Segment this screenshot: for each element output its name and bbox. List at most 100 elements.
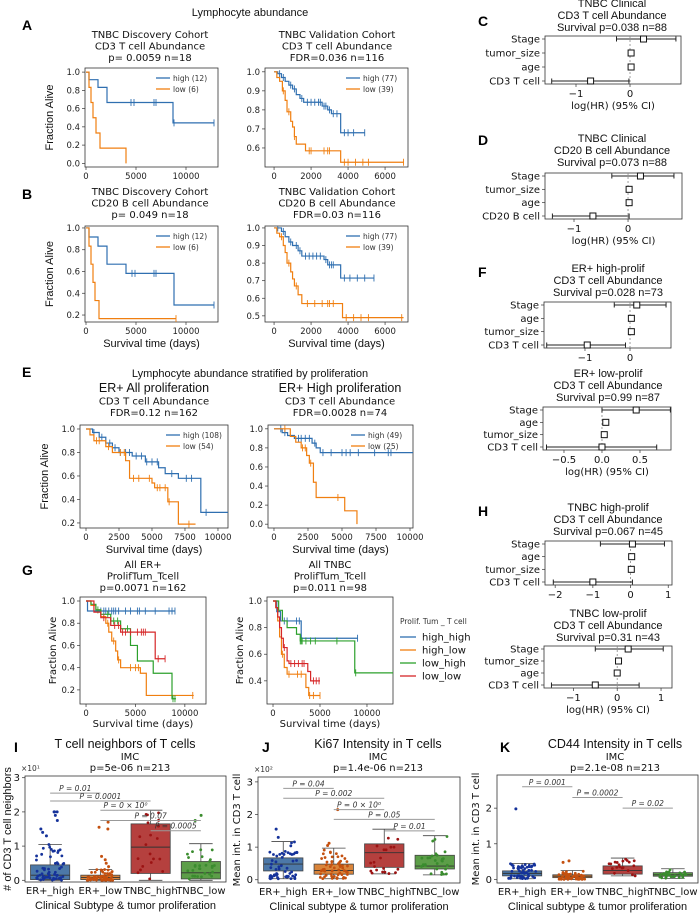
data-point: [209, 858, 212, 861]
survival-curve-low_high: [273, 600, 393, 674]
y-axis-label: Fraction Alive: [44, 241, 56, 307]
y-tick-label: 0.2: [66, 141, 80, 151]
data-point: [574, 877, 578, 881]
plot-frame: [543, 301, 672, 349]
data-point: [95, 876, 99, 880]
data-point: [275, 872, 278, 875]
data-point: [157, 811, 160, 815]
row-label: Stage: [511, 172, 540, 183]
row-label: age: [521, 552, 540, 563]
row-label: age: [521, 198, 540, 209]
x-tick-label: 2000: [300, 327, 322, 337]
data-point: [428, 856, 432, 860]
outlier-point: [55, 810, 59, 814]
data-point: [321, 852, 325, 856]
data-point: [268, 850, 272, 854]
row-label: CD3 T cell: [488, 681, 539, 692]
data-point: [320, 857, 324, 860]
data-point: [440, 870, 444, 874]
data-point: [522, 871, 526, 875]
row-label: CD3 T cell: [489, 578, 540, 589]
data-point: [58, 867, 62, 870]
data-point: [318, 875, 322, 879]
data-point: [617, 863, 621, 867]
legend-entry: low_high: [422, 659, 466, 670]
data-point: [435, 862, 439, 865]
data-point: [104, 878, 108, 882]
p-value-label: P = 0.002: [315, 789, 352, 798]
data-point: [344, 876, 347, 880]
x-axis-label: Survival time (days): [292, 544, 389, 556]
outlier-point: [53, 810, 57, 814]
box-TNBC_high: [130, 809, 171, 881]
y-tick-label: 0.2: [61, 686, 75, 696]
data-point: [520, 871, 524, 875]
chart-title-line: CD3 T cell Abundance: [553, 620, 662, 632]
row-label: CD3 T cell: [488, 341, 539, 352]
data-point: [210, 848, 214, 852]
data-point: [445, 835, 449, 838]
data-point: [61, 862, 65, 866]
data-point: [157, 824, 160, 828]
data-point: [274, 860, 278, 864]
data-point: [531, 875, 535, 878]
chart-title-line: IMC: [121, 752, 140, 763]
category-label: ER+_low: [551, 887, 595, 898]
data-point: [89, 878, 92, 882]
data-point: [330, 869, 334, 873]
y-tick-label: 1: [247, 843, 253, 854]
data-point: [330, 860, 334, 864]
x-axis-label: Clinical subtype & tumor proliferation: [269, 901, 448, 913]
outlier-point: [326, 843, 330, 847]
data-point: [95, 868, 99, 872]
data-point: [146, 821, 150, 825]
plot-frame: [264, 225, 409, 323]
y-tick-label: 0.8: [61, 448, 75, 458]
hazard-ratio-marker: [598, 443, 606, 451]
y-tick-label: 1.0: [249, 425, 263, 435]
y-tick-label: 0.9: [246, 87, 260, 97]
y-tick-label: 0.5: [246, 312, 260, 322]
data-point: [198, 864, 202, 868]
data-point: [283, 870, 287, 873]
hazard-ratio-marker: [628, 553, 636, 561]
category-label: TNBC_high: [356, 887, 411, 898]
legend-entry: low (39): [363, 85, 394, 94]
data-point: [289, 877, 293, 881]
y-tick-label: 0.6: [61, 641, 75, 651]
plot-frame: [544, 172, 683, 220]
plot-frame: [257, 776, 461, 884]
data-point: [187, 877, 191, 881]
survival-curve-low_low: [273, 600, 320, 682]
survival-curve-low: [274, 71, 404, 163]
x-tick-label: 7500: [365, 533, 387, 543]
survival-curve-high: [86, 428, 228, 513]
data-point: [110, 873, 114, 877]
data-point: [295, 850, 299, 854]
data-point: [39, 878, 43, 882]
data-point: [341, 864, 344, 868]
data-point: [47, 867, 50, 871]
data-point: [213, 864, 216, 867]
outlier-point: [327, 841, 331, 845]
data-point: [677, 876, 681, 880]
y-tick-label: 1.0: [61, 425, 75, 435]
y-tick-label: 0: [247, 875, 253, 886]
data-point: [273, 873, 276, 877]
y-axis-label: Fraction Alive: [235, 617, 246, 685]
x-tick-label: 0: [83, 533, 88, 543]
data-point: [35, 876, 39, 880]
box-ER+_high: [502, 807, 543, 881]
data-point: [523, 863, 527, 867]
data-point: [321, 877, 325, 881]
outlier-point: [514, 807, 518, 811]
y-tick-label: 0: [486, 875, 492, 886]
y-tick-label: 0: [14, 876, 20, 887]
y-tick-label: 0.9: [246, 242, 260, 252]
